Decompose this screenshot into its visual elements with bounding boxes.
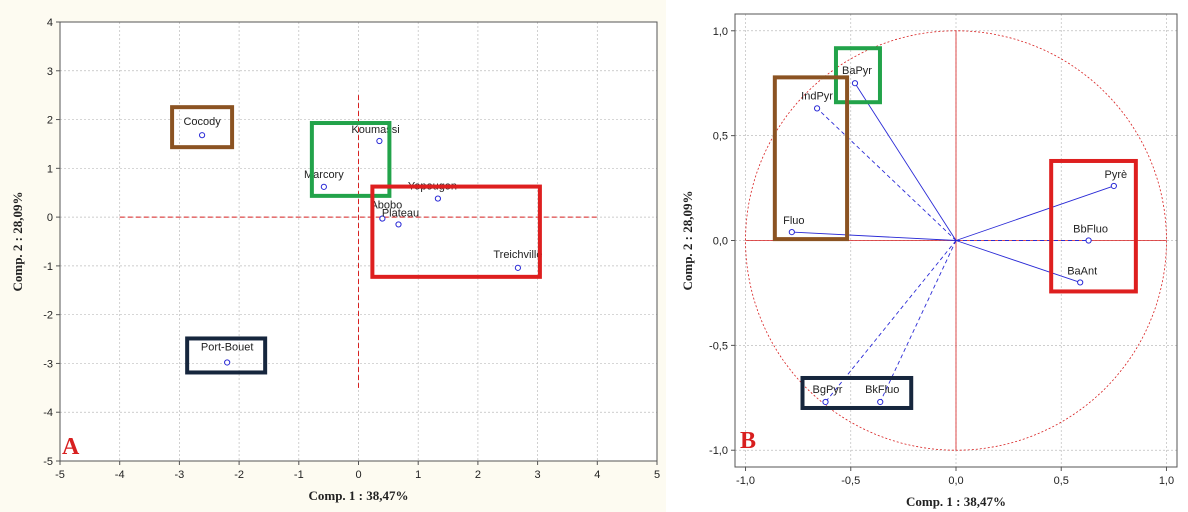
y-tick-label: -5 [43, 456, 53, 468]
y-tick-label: -1 [43, 261, 53, 273]
x-tick-label: -0,5 [841, 475, 860, 487]
point-label-koumassi: Koumassi [351, 124, 399, 136]
y-tick-label: 0,0 [713, 236, 728, 248]
correlation-circle [745, 30, 1167, 451]
x-tick-label: 0,5 [1054, 475, 1069, 487]
group-box-green [833, 46, 882, 105]
y-tick-label: 3 [47, 66, 53, 78]
vector-indpyr [816, 108, 957, 241]
x-tick-label: 4 [594, 469, 600, 481]
point-bapyr [851, 80, 859, 87]
x-tick-label: 3 [535, 469, 541, 481]
point-label-indpyr: IndPyr [801, 90, 833, 102]
y-tick-label: -2 [43, 310, 53, 322]
point-treichville [514, 264, 521, 271]
x-axis-title: Comp. 1 : 38,47% [906, 494, 1006, 509]
y-axis-title: Comp. 2 : 28,09% [10, 191, 25, 291]
x-tick-label: 1 [415, 469, 421, 481]
y-tick-label: -3 [43, 358, 53, 370]
point-label-plateau: Plateau [382, 207, 419, 219]
point-bbfluo [1085, 237, 1092, 244]
point-label-bapyr: BaPyr [842, 65, 872, 77]
point-label-marcory: Marcory [304, 169, 344, 181]
vector-fluo [791, 231, 957, 241]
x-tick-label: 0 [355, 469, 361, 481]
point-yopougon [434, 195, 442, 202]
y-tick-label: 0,5 [713, 131, 728, 143]
score-plot-chart: -5 -4 -3 -2 -1 0 1 2 3 4 5 4 3 2 1 0 -1 -2 -3 -4 -5 Comp. 1 :… [10, 17, 660, 503]
y-tick-label: 2 [47, 115, 53, 127]
loading-plot-chart: -1,0 -0,5 0,0 0,5 1,0 1,0 0,5 0,0 -0,5 -1,0 Comp. … [680, 13, 1178, 509]
point-indpyr [813, 105, 821, 112]
y-tick-label: -4 [43, 407, 53, 419]
vector-baant [955, 240, 1081, 283]
x-tick-label: -4 [115, 469, 125, 481]
panel-letter: A [62, 434, 80, 460]
point-baant [1077, 279, 1084, 286]
point-fluo [788, 229, 795, 236]
y-tick-label: -1,0 [709, 445, 728, 457]
x-tick-label: 5 [654, 469, 660, 481]
point-label-baant: BaAnt [1067, 265, 1097, 277]
y-tick-label: 1 [47, 163, 53, 175]
point-label-bbfluo: BbFluo [1073, 224, 1108, 236]
point-cocody [198, 132, 206, 139]
y-tick-label: -0,5 [709, 340, 728, 352]
x-tick-label: -2 [234, 469, 244, 481]
y-tick-label: 0 [47, 212, 53, 224]
point-label-pyre: Pyrè [1105, 169, 1128, 181]
point-pyre [1110, 182, 1117, 190]
point-marcory [320, 183, 327, 190]
group-box-navy [800, 375, 914, 410]
loading-plot-panel: -1,0 -0,5 0,0 0,5 1,0 1,0 0,5 0,0 -0,5 -1,0 Comp. … [672, 0, 1188, 512]
x-tick-label: -3 [175, 469, 185, 481]
point-label-cocody: Cocody [183, 116, 221, 128]
group-box-red [1049, 158, 1138, 294]
y-tick-label: 4 [47, 17, 53, 29]
point-label-fluo: Fluo [783, 215, 804, 227]
x-tick-label: -1 [294, 469, 304, 481]
group-box-red [370, 184, 542, 279]
group-box-green [309, 121, 392, 198]
y-axis-title: Comp. 2 : 28,09% [680, 190, 695, 290]
point-port-bouet [224, 359, 231, 366]
point-abobo [379, 215, 386, 222]
x-tick-label: -5 [55, 469, 65, 481]
x-axis-title: Comp. 1 : 38,47% [308, 488, 408, 503]
point-label-bkfluo: BkFluo [865, 384, 899, 396]
vector-pyre [955, 185, 1115, 241]
x-tick-label: -1,0 [736, 475, 755, 487]
vector-bapyr [854, 82, 957, 241]
point-label-treichville: Treichville [493, 249, 542, 261]
x-tick-label: 1,0 [1159, 475, 1174, 487]
point-plateau [395, 221, 402, 228]
x-tick-label: 2 [475, 469, 481, 481]
point-label-abobo: Abobo [370, 200, 402, 212]
group-box-brown [170, 105, 235, 150]
vector-bkfluo [879, 240, 957, 403]
y-tick-label: 1,0 [713, 26, 728, 38]
x-tick-label: 0,0 [948, 475, 963, 487]
point-label-port-bouet: Port-Bouet [201, 341, 254, 353]
group-box-navy [185, 336, 268, 375]
point-label-bgpyr: BgPyr [813, 384, 843, 396]
panel-letter: B [740, 428, 756, 454]
point-bkfluo [877, 398, 884, 406]
point-koumassi [376, 137, 383, 145]
point-bgpyr [822, 398, 829, 406]
score-plot-panel: -5 -4 -3 -2 -1 0 1 2 3 4 5 4 3 2 1 0 -1 -2 -3 -4 -5 Comp. 1 :… [0, 0, 666, 512]
group-box-brown [772, 75, 850, 242]
